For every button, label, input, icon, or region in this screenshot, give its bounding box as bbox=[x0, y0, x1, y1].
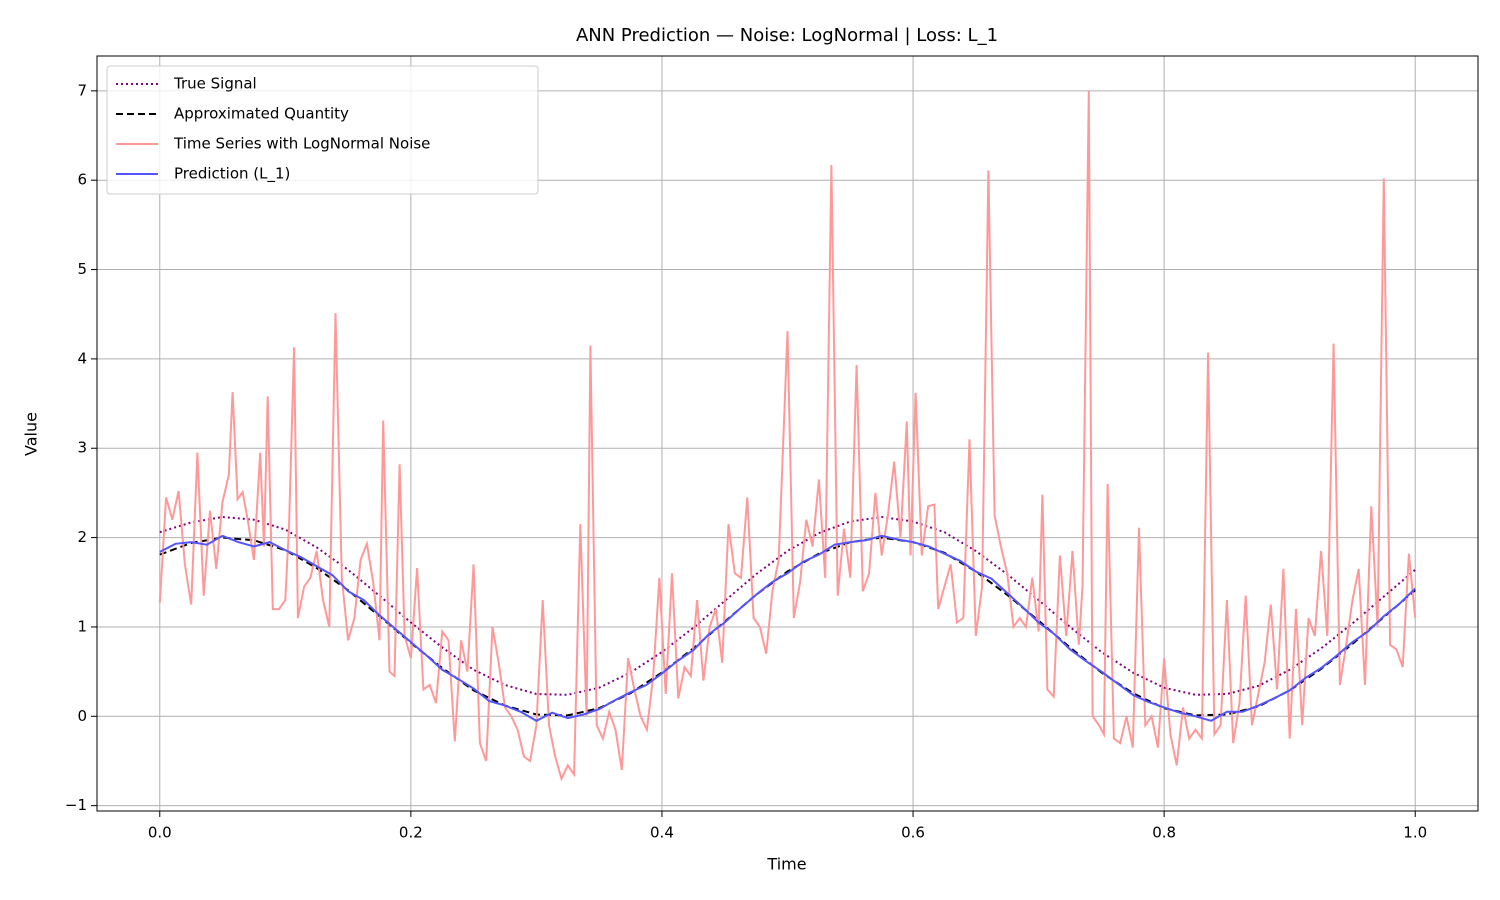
series-line bbox=[158, 90, 1417, 782]
y-tick-label: 6 bbox=[77, 171, 87, 189]
plot-frame bbox=[96, 55, 1479, 812]
x-axis-label: Time bbox=[766, 855, 806, 874]
y-tick-label: 1 bbox=[77, 617, 87, 635]
series-line bbox=[159, 536, 1416, 717]
chart-title: ANN Prediction — Noise: LogNormal | Loss… bbox=[576, 25, 998, 46]
x-tick-label: 0.0 bbox=[148, 824, 172, 842]
legend-label: True Signal bbox=[173, 75, 257, 93]
y-tick-label: 3 bbox=[77, 439, 87, 457]
x-tick-label: 1.0 bbox=[1403, 824, 1427, 842]
legend-label: Approximated Quantity bbox=[174, 105, 349, 123]
legend-box bbox=[106, 65, 539, 195]
y-tick-label: 7 bbox=[77, 81, 87, 99]
series-line bbox=[159, 515, 1416, 696]
y-tick-label: 2 bbox=[77, 528, 87, 546]
y-tick-label: 0 bbox=[77, 707, 87, 725]
y-tick-label: 5 bbox=[77, 260, 87, 278]
x-tick-label: 0.8 bbox=[1152, 824, 1176, 842]
legend-label: Time Series with LogNormal Noise bbox=[173, 135, 430, 153]
legend-label: Prediction (L_1) bbox=[174, 165, 290, 184]
series-line bbox=[159, 534, 1416, 722]
x-tick-label: 0.4 bbox=[650, 824, 674, 842]
x-tick-label: 0.2 bbox=[399, 824, 423, 842]
x-tick-label: 0.6 bbox=[901, 824, 925, 842]
y-tick-label: −1 bbox=[65, 796, 87, 814]
y-tick-label: 4 bbox=[77, 349, 87, 367]
y-axis-label: Value bbox=[22, 412, 41, 456]
